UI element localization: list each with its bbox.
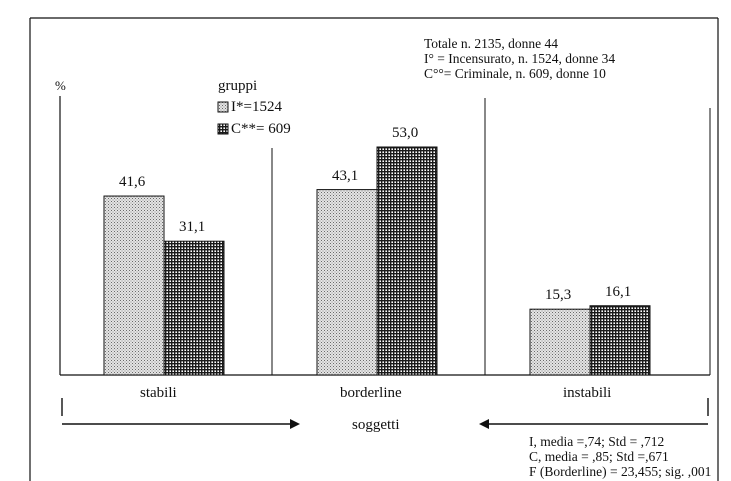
category-label-stabili: stabili: [140, 385, 177, 401]
y-unit-label: %: [55, 78, 66, 93]
value-label-borderline-I: 43,1: [332, 167, 359, 184]
category-label-borderline: borderline: [340, 385, 402, 401]
bar-instabili-C: [589, 305, 651, 376]
note-bottom-1: I, media =,74; Std = ,712: [529, 434, 665, 449]
value-label-stabili-C: 31,1: [179, 219, 206, 236]
value-label-stabili-I: 41,6: [119, 174, 146, 191]
arrow-right-head: [479, 419, 489, 429]
category-label-instabili: instabili: [563, 385, 612, 401]
legend-swatch-I: [217, 101, 229, 113]
note-top-2: I° = Incensurato, n. 1524, donne 34: [424, 51, 616, 66]
axis-caption: soggetti: [352, 417, 400, 433]
bar-borderline-I: [316, 189, 378, 376]
bar-stabili-I: [103, 195, 165, 376]
note-bottom-2: C, media = ,85; Std =,671: [529, 449, 669, 464]
value-label-instabili-C: 16,1: [605, 283, 632, 300]
legend-label-I: I*=1524: [231, 99, 282, 115]
value-label-instabili-I: 15,3: [545, 287, 572, 304]
value-label-borderline-C: 53,0: [392, 125, 419, 141]
bar-instabili-I: [529, 308, 591, 376]
legend-swatch-C: [217, 123, 229, 135]
arrow-left-head: [290, 419, 300, 429]
legend-label-C: C**= 609: [231, 121, 291, 137]
bar-borderline-C: [376, 146, 438, 376]
note-bottom-3: F (Borderline) = 23,455; sig. ,001: [529, 464, 712, 479]
note-top-3: C°°= Criminale, n. 609, donne 10: [424, 66, 606, 81]
legend-title: gruppi: [218, 78, 258, 94]
note-top-1: Totale n. 2135, donne 44: [424, 36, 559, 51]
bar-stabili-C: [163, 240, 225, 376]
